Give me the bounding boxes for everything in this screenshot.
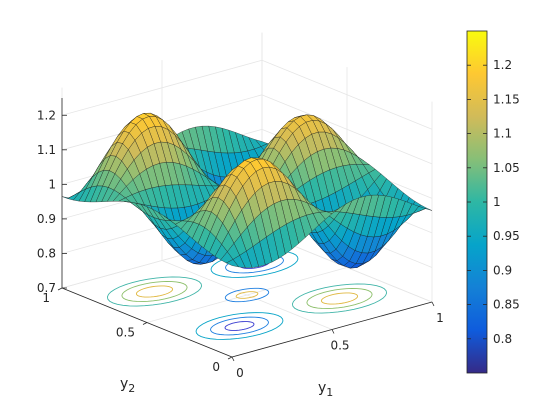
z-tick-label: 1.1 <box>37 143 56 157</box>
z-tick-label: 1 <box>48 177 56 191</box>
x-tick <box>431 301 435 307</box>
contour-line <box>291 283 388 314</box>
y-tick <box>227 356 233 360</box>
x-axis-label: y1 <box>318 380 333 399</box>
axes: 0.7 0.8 0.9 1 1.1 1.2 0 0.5 1 0 0.5 1 y1 y2 <box>37 98 444 399</box>
contour-line <box>235 291 259 299</box>
colorbar-tick-label: 0.9 <box>493 263 512 277</box>
y-tick-label: 0 <box>212 360 220 374</box>
surface-mesh <box>61 112 433 269</box>
colorbar-tick-label: 1 <box>493 195 501 209</box>
x-tick-label: 1 <box>436 311 444 325</box>
z-tick-label: 0.9 <box>37 212 56 226</box>
colorbar-tick-label: 1.1 <box>493 127 512 141</box>
contour-line <box>306 287 373 310</box>
z-tick-label: 0.8 <box>37 246 56 260</box>
x-tick <box>231 356 235 362</box>
floor-contours <box>106 250 388 340</box>
colorbar-tick-label: 0.85 <box>493 298 520 312</box>
contour-line <box>210 316 269 336</box>
x-tick <box>331 329 335 334</box>
contour-line <box>224 287 270 303</box>
z-tick-label: 1.2 <box>37 108 56 122</box>
grid-line <box>146 267 348 323</box>
colorbar-tick-label: 1.15 <box>493 92 520 106</box>
contour-line <box>106 276 203 307</box>
y-tick <box>142 322 148 325</box>
x-tick-label: 0 <box>236 366 244 380</box>
surface-patch <box>225 259 240 268</box>
contour-line <box>320 292 359 305</box>
z-tick-label: 0.7 <box>37 281 56 295</box>
contour-line <box>135 285 174 298</box>
colorbar: 0.8 0.85 0.9 0.95 1 1.05 1.1 1.15 1.2 <box>466 30 520 374</box>
y-axis-label: y2 <box>120 376 135 395</box>
y-tick-label: 0.5 <box>116 326 135 340</box>
contour-line <box>195 312 284 340</box>
colorbar-tick-label: 0.8 <box>493 332 512 346</box>
y-tick-label: 1 <box>42 291 50 305</box>
colorbar-tick-label: 1.2 <box>493 58 512 72</box>
contour-line <box>121 280 188 303</box>
colorbar-tick-label: 1.05 <box>493 161 520 175</box>
y-tick <box>57 287 63 291</box>
contour-line <box>224 321 255 331</box>
x-tick-label: 0.5 <box>330 339 349 353</box>
colorbar-tick-label: 0.95 <box>493 229 520 243</box>
